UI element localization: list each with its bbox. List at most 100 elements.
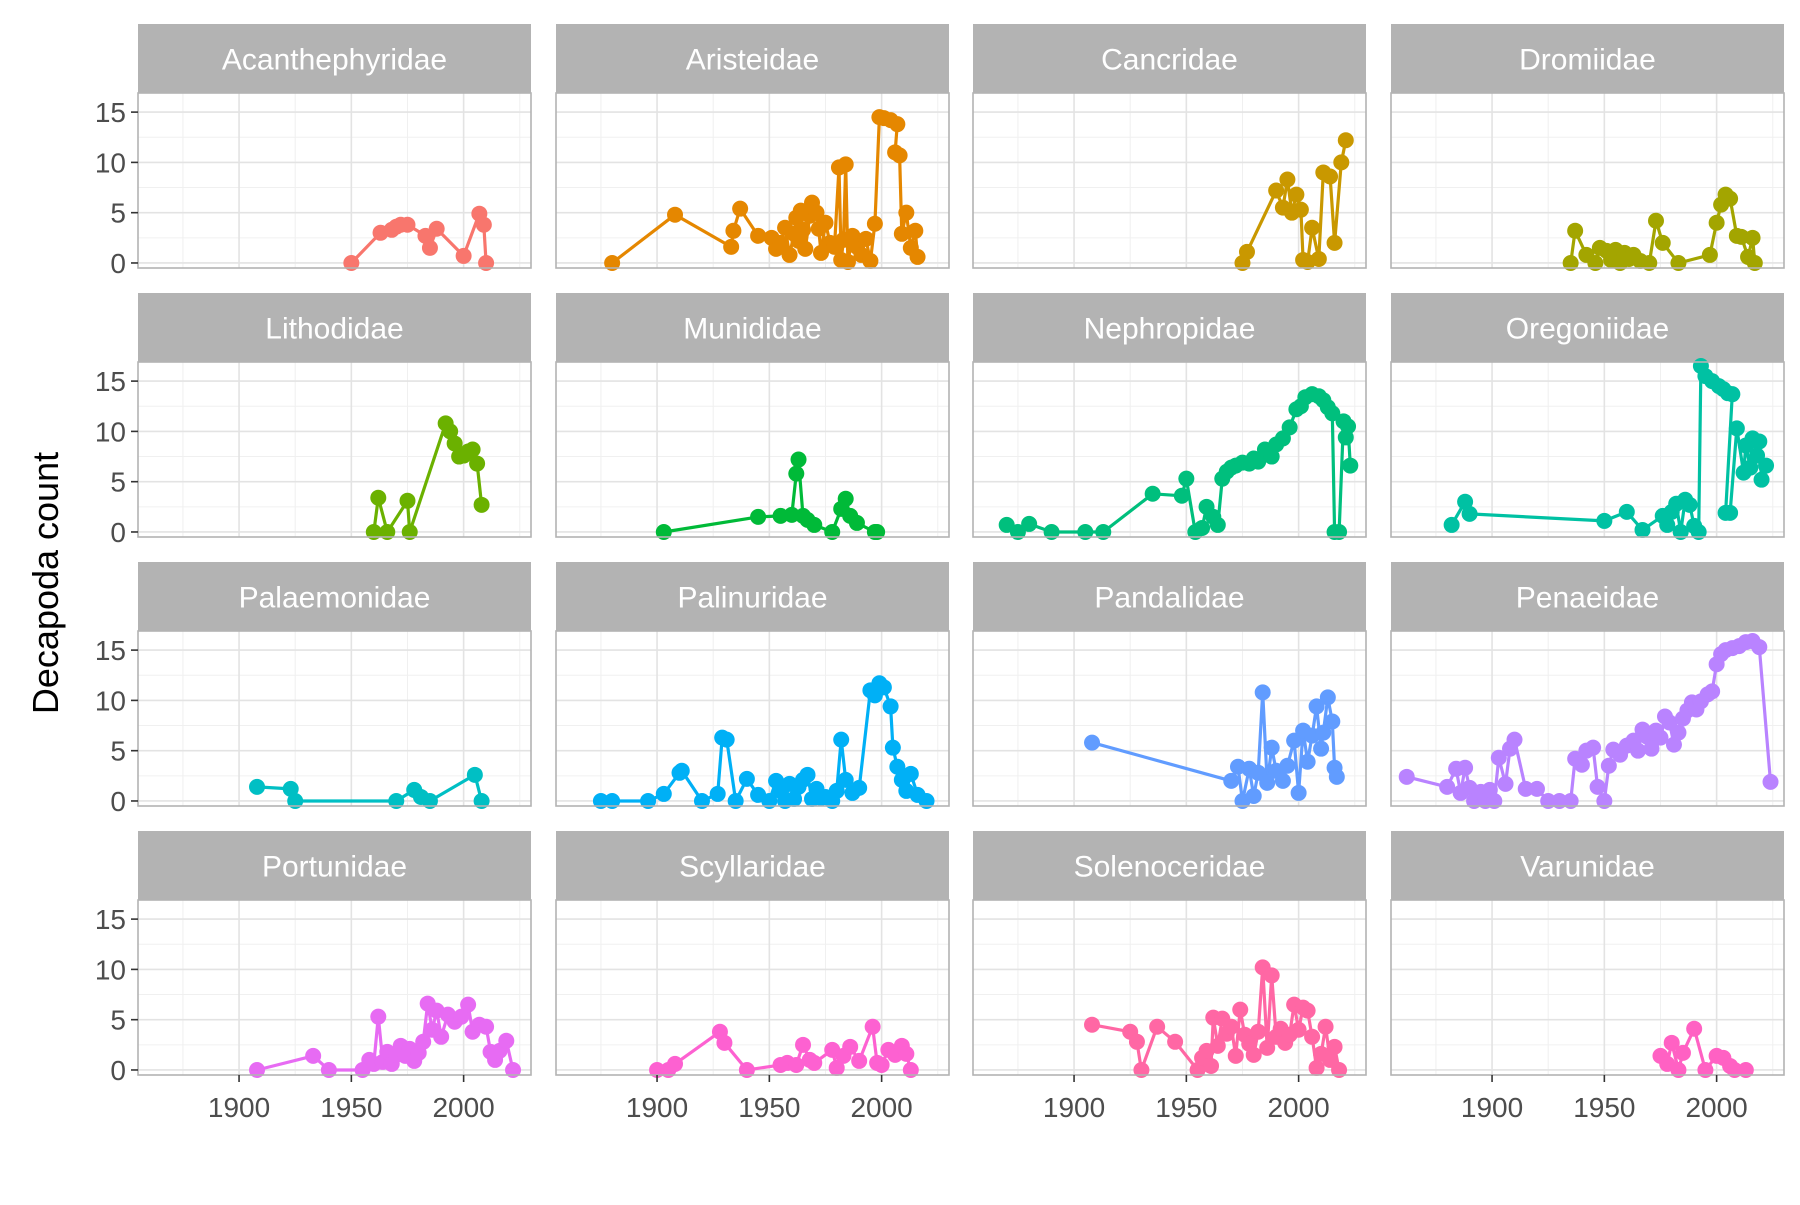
data-point [1084, 1016, 1101, 1033]
data-point [249, 1061, 266, 1078]
y-tick-label: 0 [110, 248, 126, 279]
data-point [790, 451, 807, 468]
data-point [1263, 739, 1280, 756]
data-point [842, 1038, 859, 1055]
y-tick-label: 5 [110, 736, 126, 767]
data-point [1670, 724, 1687, 741]
data-point [1128, 1033, 1145, 1050]
data-point [1328, 768, 1345, 785]
data-point [1340, 418, 1357, 435]
data-point [640, 792, 657, 809]
y-axis-title: Decapoda count [25, 452, 66, 714]
y-tick-label: 15 [95, 904, 126, 935]
data-point [862, 252, 879, 269]
data-point [1322, 168, 1339, 185]
data-point [1308, 698, 1325, 715]
data-point [1084, 734, 1101, 751]
data-point [1567, 222, 1584, 239]
data-point [305, 1047, 322, 1064]
y-tick-label: 15 [95, 635, 126, 666]
data-point [1654, 234, 1671, 251]
facet-strip [556, 831, 949, 900]
facet-panel: Oregoniidae [1390, 293, 1785, 540]
data-point [1337, 132, 1354, 149]
facet-panel: Solenoceridae 1900 1950 2000 [972, 831, 1367, 1123]
data-point [873, 1056, 890, 1073]
facet-panel: Nephropidae [972, 293, 1367, 540]
data-point [1659, 516, 1676, 533]
facet-strip [973, 293, 1366, 362]
data-point [1259, 1039, 1276, 1056]
data-point [365, 523, 382, 540]
data-point [1737, 1061, 1754, 1078]
data-point [727, 792, 744, 809]
data-point [282, 780, 299, 797]
data-point [1701, 246, 1718, 263]
data-point [788, 465, 805, 482]
data-point [1324, 713, 1341, 730]
data-point [1618, 503, 1635, 520]
data-point [446, 435, 463, 452]
data-point [1461, 505, 1478, 522]
data-point [466, 766, 483, 783]
data-point [1288, 186, 1305, 203]
facet-panel: Portunidae 0 5 10 15 1900 1950 2000 [95, 831, 532, 1123]
data-point [1077, 523, 1094, 540]
panel-border [137, 630, 532, 807]
data-point [673, 762, 690, 779]
data-point [839, 253, 856, 270]
x-tick-label: 1950 [1155, 1092, 1217, 1123]
data-point [1674, 1044, 1691, 1061]
data-point [478, 1018, 495, 1035]
x-tick-label: 1900 [1461, 1092, 1523, 1123]
data-point [1209, 516, 1226, 533]
y-tick-label: 10 [95, 416, 126, 447]
plot-area [138, 93, 531, 268]
x-tick-label: 2000 [1267, 1092, 1329, 1123]
data-point [709, 785, 726, 802]
x-tick-label: 2000 [432, 1092, 494, 1123]
data-point [1643, 740, 1660, 757]
data-point [1223, 772, 1240, 789]
plot-area [973, 631, 1366, 806]
x-tick-label: 2000 [850, 1092, 912, 1123]
panel-border [555, 92, 950, 269]
data-point [1178, 470, 1195, 487]
data-point [1290, 784, 1307, 801]
data-point [1021, 515, 1038, 532]
data-point [1238, 243, 1255, 260]
facet-panel: Scyllaridae 1900 1950 2000 [555, 831, 950, 1123]
facet-strip [1391, 24, 1784, 93]
data-point [824, 523, 841, 540]
data-point [1585, 739, 1602, 756]
data-point [1331, 1061, 1348, 1078]
data-point [464, 441, 481, 458]
data-point [1189, 1061, 1206, 1078]
data-point [889, 116, 906, 133]
data-point [370, 1008, 387, 1025]
data-point [828, 782, 845, 799]
data-point [667, 1055, 684, 1072]
data-point [869, 523, 886, 540]
data-point [716, 1034, 733, 1051]
y-tick-label: 0 [110, 1055, 126, 1086]
data-point [473, 792, 490, 809]
data-point [469, 455, 486, 472]
data-point [287, 792, 304, 809]
facet-strip-label: Palinuridae [677, 582, 827, 615]
data-point [781, 246, 798, 263]
data-point [1630, 742, 1647, 759]
data-point [893, 225, 910, 242]
data-point [1562, 792, 1579, 809]
data-point [1663, 1034, 1680, 1051]
data-point [1457, 493, 1474, 510]
x-tick-label: 2000 [1685, 1092, 1747, 1123]
data-point [1263, 448, 1280, 465]
y-tick-label: 5 [110, 467, 126, 498]
data-point [1398, 768, 1415, 785]
facet-panel: Dromiidae [1390, 24, 1785, 271]
data-point [1232, 1001, 1249, 1018]
data-point [806, 516, 823, 533]
